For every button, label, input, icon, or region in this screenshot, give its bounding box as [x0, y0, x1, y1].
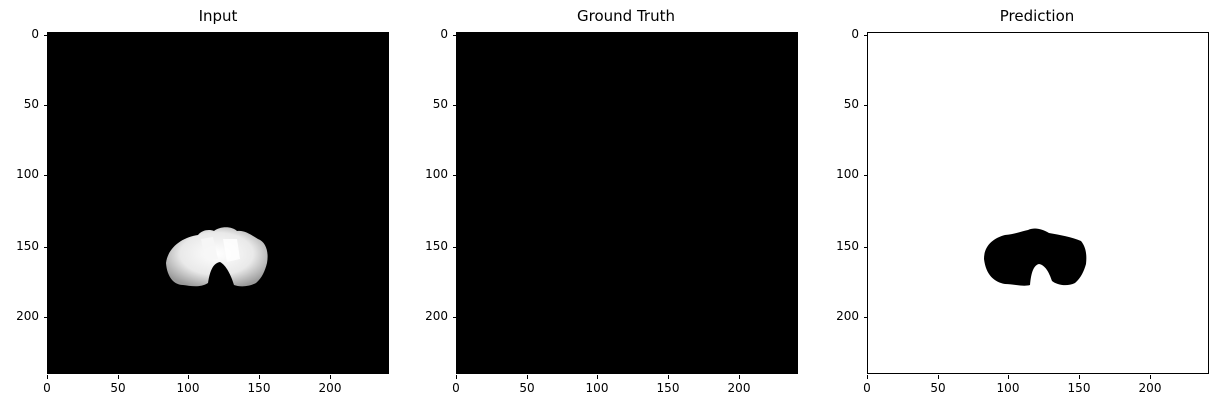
panel-prediction: Prediction 0 50 100 150 200 0 50 100 150…	[822, 0, 1222, 407]
y-tick: 0	[3, 27, 48, 41]
x-tick: 0	[27, 375, 67, 395]
x-tick: 100	[168, 375, 208, 395]
y-tick: 50	[3, 97, 48, 111]
y-tick: 50	[823, 97, 868, 111]
x-tick: 0	[847, 375, 887, 395]
x-tick: 200	[310, 375, 350, 395]
input-image	[166, 227, 268, 287]
panel-input: Input 0 50 100 150 200 0 50 100 150 200	[0, 0, 400, 407]
panel-title: Ground Truth	[577, 7, 675, 25]
image-axes	[867, 32, 1209, 374]
y-tick: 100	[3, 167, 48, 181]
image-axes	[47, 32, 389, 374]
y-tick: 100	[412, 167, 457, 181]
panel-title: Prediction	[999, 7, 1075, 25]
x-tick: 100	[988, 375, 1028, 395]
y-tick: 150	[412, 239, 457, 253]
y-tick: 50	[412, 97, 457, 111]
x-tick: 50	[507, 375, 547, 395]
panel-title: Input	[198, 7, 238, 25]
y-tick: 150	[823, 239, 868, 253]
y-tick: 200	[412, 309, 457, 323]
x-tick: 50	[918, 375, 958, 395]
x-tick: 150	[648, 375, 688, 395]
x-tick: 0	[436, 375, 476, 395]
y-tick: 200	[823, 309, 868, 323]
y-tick: 100	[823, 167, 868, 181]
panel-ground-truth: Ground Truth 0 50 100 150 200 0 50 100 1…	[411, 0, 811, 407]
prediction-mask	[984, 228, 1087, 286]
y-tick: 150	[3, 239, 48, 253]
y-tick: 200	[3, 309, 48, 323]
y-tick: 0	[412, 27, 457, 41]
x-tick: 50	[98, 375, 138, 395]
x-tick: 200	[1130, 375, 1170, 395]
y-tick: 0	[823, 27, 868, 41]
x-tick: 150	[239, 375, 279, 395]
x-tick: 100	[577, 375, 617, 395]
x-tick: 150	[1059, 375, 1099, 395]
image-axes	[456, 32, 798, 374]
x-tick: 200	[719, 375, 759, 395]
